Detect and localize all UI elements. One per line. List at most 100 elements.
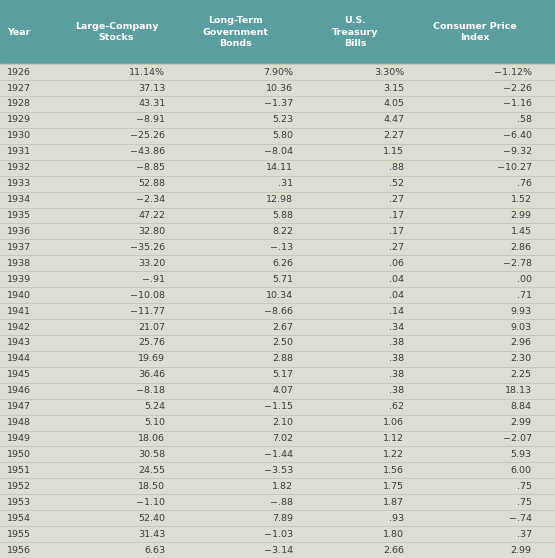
Text: 2.30: 2.30 [511, 354, 532, 363]
Text: .17: .17 [389, 227, 404, 236]
Text: −6.40: −6.40 [503, 131, 532, 141]
Text: −11.77: −11.77 [130, 306, 165, 316]
Text: −35.26: −35.26 [130, 243, 165, 252]
Text: 1.82: 1.82 [272, 482, 293, 491]
Text: 52.88: 52.88 [138, 179, 165, 188]
Text: 6.26: 6.26 [272, 259, 293, 268]
Text: 5.88: 5.88 [272, 211, 293, 220]
Text: −10.27: −10.27 [497, 163, 532, 172]
Text: 52.40: 52.40 [138, 514, 165, 523]
Text: .58: .58 [517, 116, 532, 124]
Text: Consumer Price
Index: Consumer Price Index [433, 22, 516, 42]
Text: 8.84: 8.84 [511, 402, 532, 411]
Text: −1.12%: −1.12% [494, 68, 532, 76]
Text: 2.50: 2.50 [272, 339, 293, 348]
Text: 6.00: 6.00 [511, 466, 532, 475]
Text: 1.06: 1.06 [383, 418, 404, 427]
Text: .14: .14 [389, 306, 404, 316]
Text: −1.37: −1.37 [264, 99, 293, 108]
Text: 4.47: 4.47 [383, 116, 404, 124]
Text: 5.71: 5.71 [272, 275, 293, 283]
Text: 30.58: 30.58 [138, 450, 165, 459]
Text: 2.99: 2.99 [511, 211, 532, 220]
Text: .27: .27 [389, 243, 404, 252]
Text: 18.06: 18.06 [138, 434, 165, 443]
Text: 1927: 1927 [7, 84, 31, 93]
Text: 1940: 1940 [7, 291, 31, 300]
Text: 1939: 1939 [7, 275, 31, 283]
Bar [0, 0, 555, 64]
Text: 7.89: 7.89 [272, 514, 293, 523]
Text: 4.07: 4.07 [272, 386, 293, 395]
Text: −9.32: −9.32 [503, 147, 532, 156]
Text: −.74: −.74 [509, 514, 532, 523]
Text: Large-Company
Stocks: Large-Company Stocks [75, 22, 158, 42]
Text: 9.93: 9.93 [511, 306, 532, 316]
Text: 1.15: 1.15 [383, 147, 404, 156]
Text: 36.46: 36.46 [138, 371, 165, 379]
Text: 2.99: 2.99 [511, 418, 532, 427]
Text: .93: .93 [389, 514, 404, 523]
Text: 1949: 1949 [7, 434, 31, 443]
Text: 1941: 1941 [7, 306, 31, 316]
Text: 5.24: 5.24 [144, 402, 165, 411]
Text: .62: .62 [389, 402, 404, 411]
Text: 18.50: 18.50 [138, 482, 165, 491]
Text: 1932: 1932 [7, 163, 31, 172]
Text: 1928: 1928 [7, 99, 31, 108]
Text: 19.69: 19.69 [138, 354, 165, 363]
Text: .31: .31 [278, 179, 293, 188]
Text: 1935: 1935 [7, 211, 31, 220]
Text: 6.63: 6.63 [144, 546, 165, 555]
Text: .00: .00 [517, 275, 532, 283]
Text: 1952: 1952 [7, 482, 31, 491]
Text: 5.17: 5.17 [272, 371, 293, 379]
Text: .27: .27 [389, 195, 404, 204]
Text: .38: .38 [389, 371, 404, 379]
Bar [0, 64, 555, 558]
Text: −1.10: −1.10 [137, 498, 165, 507]
Text: Year: Year [7, 27, 30, 37]
Text: 1946: 1946 [7, 386, 31, 395]
Text: −1.15: −1.15 [264, 402, 293, 411]
Text: −2.26: −2.26 [503, 84, 532, 93]
Text: .34: .34 [389, 323, 404, 331]
Text: −8.91: −8.91 [137, 116, 165, 124]
Text: .38: .38 [389, 354, 404, 363]
Text: 1929: 1929 [7, 116, 31, 124]
Text: 1951: 1951 [7, 466, 31, 475]
Text: 32.80: 32.80 [138, 227, 165, 236]
Text: 5.10: 5.10 [144, 418, 165, 427]
Text: 2.99: 2.99 [511, 546, 532, 555]
Text: 2.86: 2.86 [511, 243, 532, 252]
Text: 1.80: 1.80 [383, 530, 404, 538]
Text: 1.56: 1.56 [383, 466, 404, 475]
Text: 2.25: 2.25 [511, 371, 532, 379]
Text: −1.16: −1.16 [503, 99, 532, 108]
Text: 14.11: 14.11 [266, 163, 293, 172]
Text: 24.55: 24.55 [138, 466, 165, 475]
Text: 5.23: 5.23 [272, 116, 293, 124]
Text: −8.04: −8.04 [264, 147, 293, 156]
Text: 10.34: 10.34 [266, 291, 293, 300]
Text: .75: .75 [517, 498, 532, 507]
Text: 11.14%: 11.14% [129, 68, 165, 76]
Text: 18.13: 18.13 [504, 386, 532, 395]
Text: .04: .04 [389, 291, 404, 300]
Text: 1938: 1938 [7, 259, 31, 268]
Text: 2.27: 2.27 [383, 131, 404, 141]
Text: Long-Term
Government
Bonds: Long-Term Government Bonds [203, 17, 269, 47]
Text: −.91: −.91 [143, 275, 165, 283]
Text: −8.66: −8.66 [264, 306, 293, 316]
Text: 1931: 1931 [7, 147, 31, 156]
Text: 1936: 1936 [7, 227, 31, 236]
Text: 2.96: 2.96 [511, 339, 532, 348]
Text: .38: .38 [389, 386, 404, 395]
Text: 2.10: 2.10 [272, 418, 293, 427]
Text: −.13: −.13 [270, 243, 293, 252]
Text: 5.93: 5.93 [511, 450, 532, 459]
Text: 37.13: 37.13 [138, 84, 165, 93]
Text: 1933: 1933 [7, 179, 31, 188]
Text: −43.86: −43.86 [130, 147, 165, 156]
Text: .17: .17 [389, 211, 404, 220]
